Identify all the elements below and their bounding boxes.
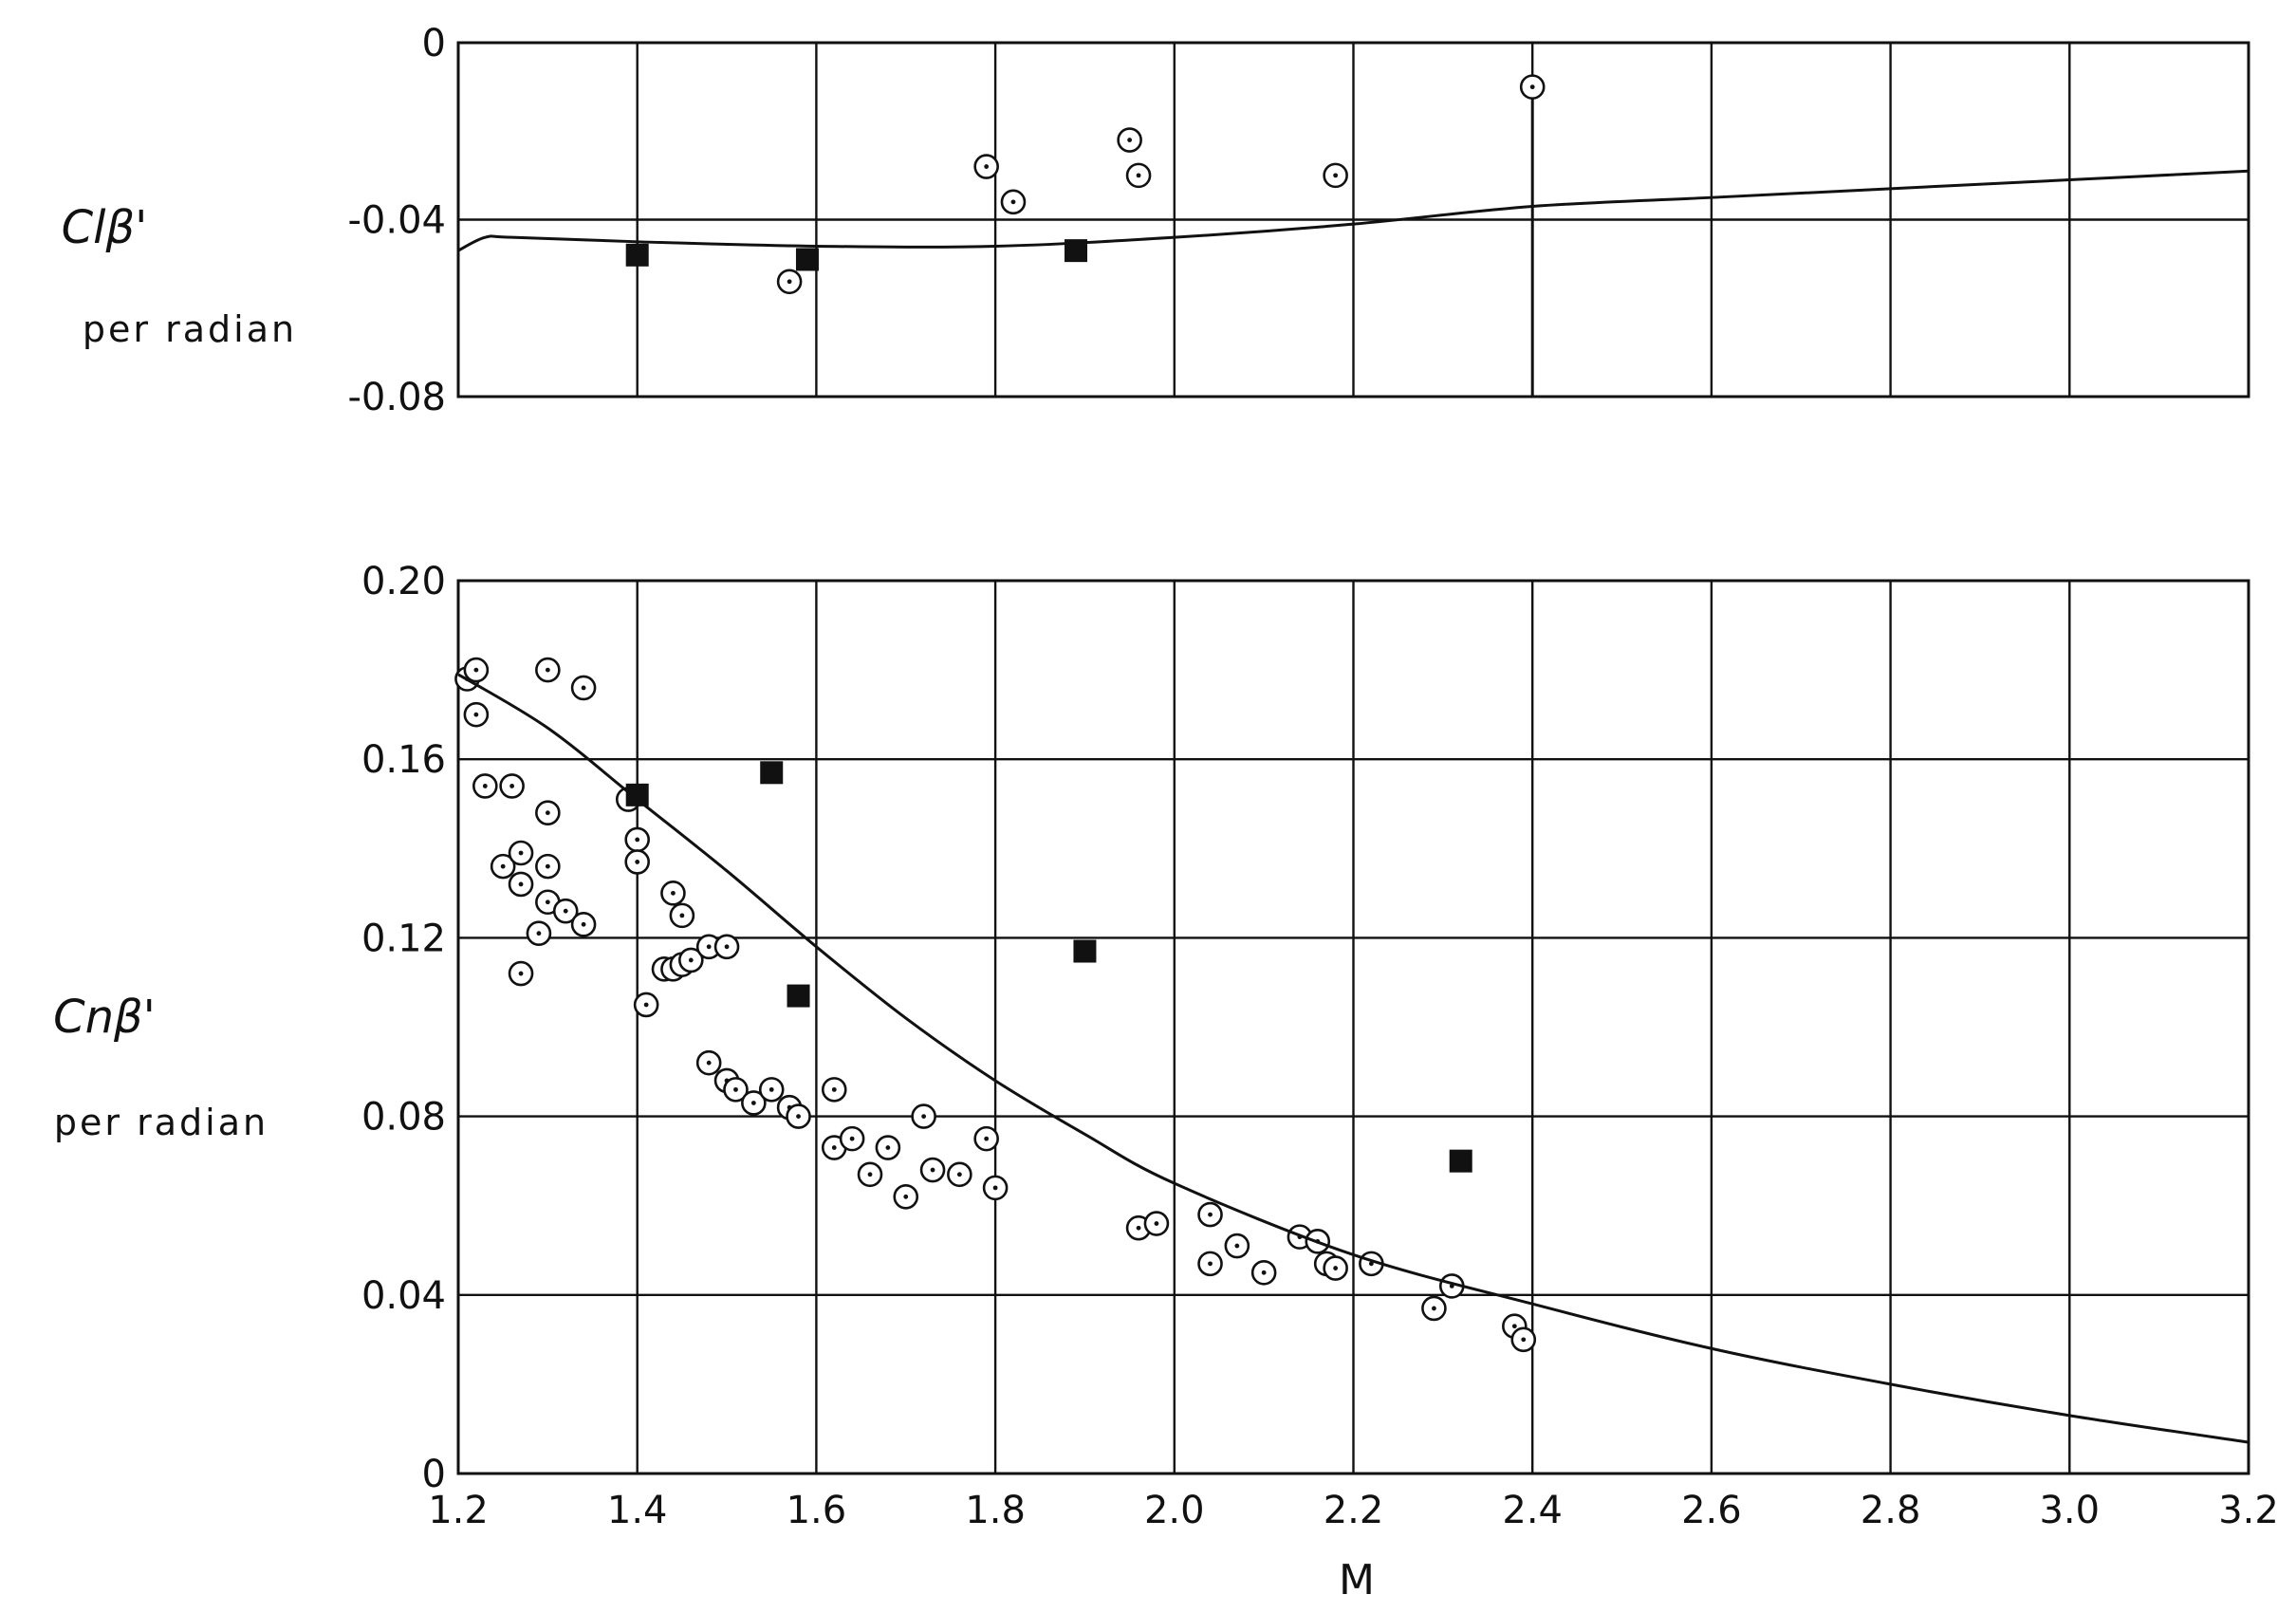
bottom-x-tick-label: 3.2 xyxy=(2218,1489,2279,1532)
bottom-open-circle-point xyxy=(1197,1201,1223,1228)
bottom-open-circle-point xyxy=(758,1077,785,1103)
bottom-open-circle-point xyxy=(490,853,516,880)
bottom-filled-square-point xyxy=(787,984,810,1008)
yaw-derivative-panel: 0 0.04 0.08 0.12 0.16 0.20 1.2 1.4 1.6 1.8 2.0 2.2 2… xyxy=(361,560,2279,1532)
top-open-circle-point xyxy=(1117,127,1142,153)
bottom-open-circle-point xyxy=(499,773,525,799)
bottom-open-circle-point xyxy=(1197,1251,1223,1277)
bottom-filled-square-point xyxy=(1449,1149,1472,1173)
bottom-open-circle-point xyxy=(508,960,534,987)
bottom-ylabel-sub: per radian xyxy=(54,1102,268,1143)
bottom-ylabel: Cnβ' xyxy=(53,991,156,1044)
top-fitted-curve xyxy=(457,169,2250,252)
bottom-filled-square-point xyxy=(1073,939,1097,963)
bottom-open-circle-point xyxy=(508,871,534,898)
top-filled-square-point xyxy=(795,248,819,271)
bottom-open-circle-point xyxy=(741,1090,767,1116)
bottom-open-circle-point xyxy=(839,1125,865,1152)
bottom-x-tick-label: 2.6 xyxy=(1681,1489,1742,1532)
bottom-open-circle-point xyxy=(463,657,490,683)
bottom-open-circle-point xyxy=(1323,1255,1348,1281)
bottom-open-circle-point xyxy=(1250,1259,1277,1286)
top-y-tick-label: 0 xyxy=(422,22,446,65)
bottom-open-circle-point xyxy=(982,1175,1009,1201)
bottom-open-circle-point xyxy=(973,1125,999,1152)
bottom-x-tick-label: 1.2 xyxy=(428,1489,489,1532)
top-y-tick-label: -0.08 xyxy=(348,376,447,419)
bottom-plot-frame xyxy=(456,579,2250,1475)
top-open-circle-point xyxy=(973,154,999,179)
bottom-x-tick-label: 2.4 xyxy=(1502,1489,1563,1532)
bottom-open-circle-point xyxy=(669,902,695,929)
bottom-open-circle-point xyxy=(1510,1326,1537,1353)
bottom-open-circle-point xyxy=(893,1183,919,1210)
bottom-y-tick-label: 0.12 xyxy=(361,917,446,960)
bottom-open-circle-point xyxy=(472,773,498,799)
bottom-y-tick-label: 0.08 xyxy=(361,1096,446,1140)
bottom-open-circle-point xyxy=(535,657,561,683)
bottom-y-tick-label: 0.20 xyxy=(361,560,446,603)
bottom-open-circle-point xyxy=(508,840,534,866)
bottom-x-tick-label: 3.0 xyxy=(2039,1489,2100,1532)
bottom-open-circle-point xyxy=(570,911,597,937)
bottom-open-circle-point xyxy=(526,920,552,946)
bottom-open-circle-point xyxy=(713,934,740,960)
bottom-open-circle-point xyxy=(552,898,579,924)
bottom-open-circle-point xyxy=(1421,1295,1447,1322)
bottom-y-tick-label: 0.16 xyxy=(361,738,446,782)
bottom-open-circle-point xyxy=(786,1103,811,1129)
top-open-circle-point xyxy=(1125,162,1152,189)
bottom-filled-square-point xyxy=(760,761,784,785)
bottom-open-circle-point xyxy=(723,1077,749,1103)
bottom-x-tick-label: 1.4 xyxy=(607,1489,668,1532)
bottom-open-circle-point xyxy=(633,992,659,1018)
x-axis-label: M xyxy=(1339,1556,1375,1604)
bottom-open-circle-point xyxy=(695,1049,722,1076)
top-open-circle-point xyxy=(1000,189,1027,215)
bottom-fitted-curve xyxy=(457,673,2250,1444)
bottom-open-circle-point xyxy=(535,853,561,880)
bottom-x-tick-label: 1.8 xyxy=(965,1489,1026,1532)
top-open-circle-point xyxy=(776,269,803,295)
bottom-open-circle-point xyxy=(624,826,651,853)
bottom-y-tick-label: 0 xyxy=(422,1453,446,1496)
top-ylabel: Clβ' xyxy=(62,201,148,254)
bottom-filled-square-point xyxy=(625,783,649,806)
bottom-y-tick-label: 0.04 xyxy=(361,1274,446,1318)
top-filled-square-point xyxy=(625,243,649,267)
bottom-open-circle-point xyxy=(624,849,651,875)
bottom-open-circle-point xyxy=(821,1077,847,1103)
bottom-x-tick-label: 1.6 xyxy=(787,1489,847,1532)
bottom-x-tick-label: 2.0 xyxy=(1144,1489,1205,1532)
bottom-x-tick-label: 2.8 xyxy=(1861,1489,1921,1532)
top-y-tick-label: -0.04 xyxy=(348,199,447,243)
bottom-open-circle-point xyxy=(919,1157,946,1183)
bottom-open-circle-point xyxy=(570,675,597,701)
bottom-x-tick-label: 2.2 xyxy=(1324,1489,1384,1532)
bottom-open-circle-point xyxy=(911,1103,936,1129)
roll-derivative-panel: 0 -0.04 -0.08 xyxy=(348,22,2250,419)
bottom-open-circle-point xyxy=(857,1161,883,1188)
bottom-open-circle-point xyxy=(1143,1211,1170,1236)
bottom-open-circle-point xyxy=(875,1135,901,1160)
bottom-open-circle-point xyxy=(463,701,490,728)
top-ylabel-sub: per radian xyxy=(83,308,297,350)
bottom-open-circle-point xyxy=(678,947,704,973)
bottom-open-circle-point xyxy=(660,881,686,906)
top-open-circle-point xyxy=(1323,162,1348,189)
top-open-circle-point xyxy=(1519,74,1546,100)
bottom-open-circle-point xyxy=(535,800,561,825)
bottom-open-circle-point xyxy=(947,1161,972,1188)
top-plot-frame xyxy=(456,41,2250,399)
bottom-open-circle-point xyxy=(1224,1233,1250,1259)
